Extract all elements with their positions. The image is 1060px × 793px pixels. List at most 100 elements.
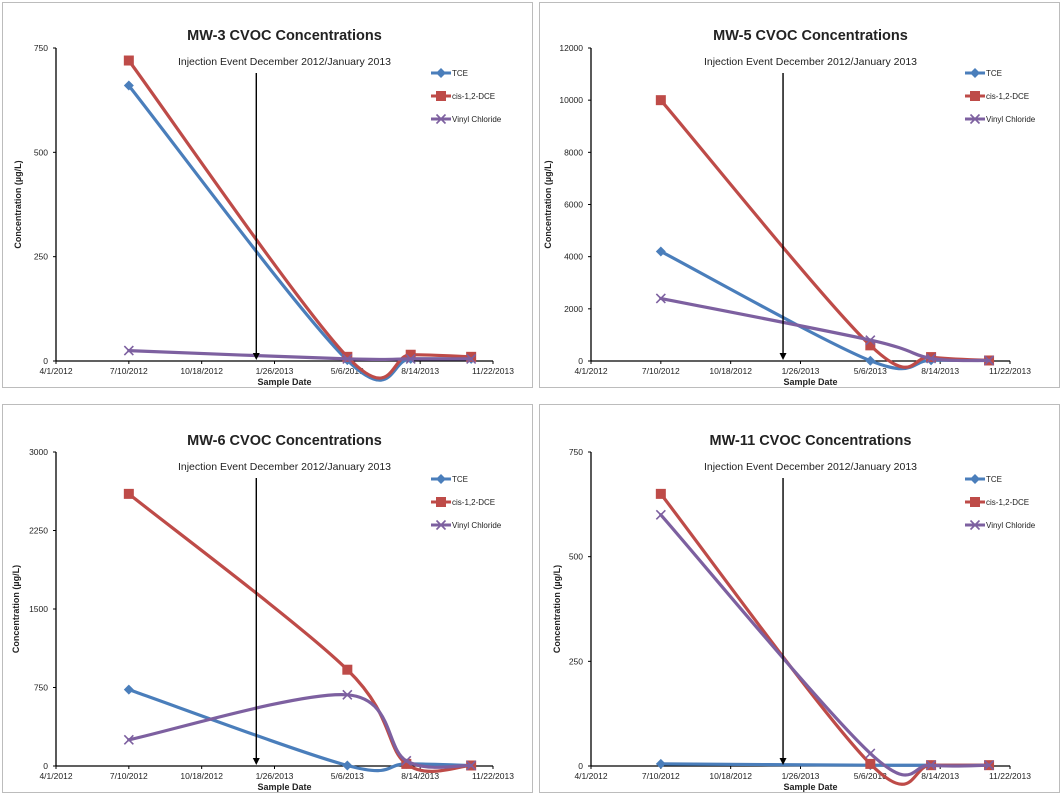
series-vinyl-chloride (655, 293, 995, 366)
y-tick-label: 250 (34, 252, 48, 262)
legend-label: TCE (452, 475, 468, 484)
data-point (865, 758, 876, 769)
data-point (466, 760, 477, 771)
y-tick-label: 10000 (559, 95, 583, 105)
data-point (926, 353, 937, 364)
data-point (123, 488, 134, 499)
data-point (655, 509, 666, 520)
series-cis-1-2-dce (655, 95, 995, 369)
chart-title: MW-3 CVOC Concentrations (187, 28, 382, 44)
series-line (127, 349, 473, 362)
legend: TCE cis-1,2-DCE Vinyl Chloride (965, 474, 1036, 531)
legend-label: cis-1,2-DCE (986, 498, 1029, 507)
x-tick-label: 8/14/2013 (921, 771, 959, 781)
x-tick-label: 4/1/2012 (39, 366, 72, 376)
y-tick-label: 8000 (564, 147, 583, 157)
arrow-head-icon (252, 353, 260, 360)
legend-label: cis-1,2-DCE (452, 92, 495, 101)
x-tick-label: 1/26/2013 (782, 366, 820, 376)
series-line (659, 249, 991, 371)
y-tick-label: 500 (569, 552, 583, 562)
series-cis-1-2-dce (655, 488, 995, 786)
legend-label: Vinyl Chloride (452, 521, 502, 530)
x-tick-label: 10/18/2012 (180, 366, 223, 376)
data-point (342, 351, 353, 362)
x-tick-label: 1/26/2013 (256, 366, 294, 376)
y-tick-label: 4000 (564, 252, 583, 262)
x-tick-label: 11/22/2013 (472, 366, 514, 376)
legend: TCE cis-1,2-DCE Vinyl Chloride (965, 68, 1036, 125)
x-tick-label: 5/6/2013 (854, 366, 887, 376)
x-tick-label: 8/14/2013 (401, 771, 439, 781)
data-point (123, 80, 134, 91)
y-tick-label: 0 (43, 761, 48, 771)
legend-marker-icon (436, 68, 446, 78)
series-line (127, 492, 473, 773)
x-tick-label: 7/10/2012 (110, 366, 148, 376)
y-axis-label: Concentration (µg/L) (13, 160, 23, 248)
series-cis-1-2-dce (123, 55, 477, 380)
data-point (926, 760, 937, 771)
chart-svg: MW-6 CVOC Concentrations 0 750 1500 2250 3000… (11, 433, 514, 792)
x-tick-label: 11/22/2013 (989, 366, 1031, 376)
y-tick-label: 0 (578, 761, 583, 771)
x-tick-label: 4/1/2012 (39, 771, 72, 781)
y-tick-label: 3000 (29, 447, 48, 457)
y-tick-label: 2000 (564, 304, 583, 314)
legend-marker-icon (436, 474, 446, 484)
legend: TCE cis-1,2-DCE Vinyl Chloride (431, 474, 502, 531)
series-line (127, 58, 473, 380)
x-tick-label: 4/1/2012 (574, 366, 607, 376)
chart-title: MW-11 CVOC Concentrations (710, 433, 912, 449)
data-point (655, 758, 666, 769)
y-tick-label: 750 (34, 43, 48, 53)
legend-marker-icon (969, 113, 981, 125)
data-point (983, 760, 995, 771)
data-point (983, 355, 995, 366)
chart-panel-mw-11: MW-11 CVOC Concentrations 0 250 500 750 4/1/2… (539, 404, 1060, 793)
legend-label: cis-1,2-DCE (452, 498, 495, 507)
x-tick-label: 8/14/2013 (921, 366, 959, 376)
data-point (123, 345, 134, 356)
chart-svg: MW-5 CVOC Concentrations 0 2000 4000 6000 800… (543, 28, 1036, 387)
y-tick-label: 0 (43, 356, 48, 366)
data-point (655, 246, 666, 257)
x-tick-label: 10/18/2012 (180, 771, 223, 781)
x-tick-label: 10/18/2012 (709, 771, 752, 781)
y-tick-label: 250 (569, 656, 583, 666)
arrow-head-icon (779, 758, 787, 765)
x-tick-label: 7/10/2012 (642, 771, 680, 781)
series-line (659, 98, 991, 369)
data-point (865, 748, 876, 759)
x-tick-label: 11/22/2013 (472, 771, 514, 781)
series-line (659, 296, 991, 363)
series-line (127, 688, 473, 773)
series-vinyl-chloride (655, 509, 995, 777)
legend-label: Vinyl Chloride (452, 115, 502, 124)
data-point (466, 353, 477, 364)
data-point (401, 755, 412, 766)
x-tick-label: 7/10/2012 (110, 771, 148, 781)
data-point (123, 684, 134, 695)
legend: TCE cis-1,2-DCE Vinyl Chloride (431, 68, 502, 125)
legend-marker-icon (435, 113, 447, 125)
y-axis-label: Concentration (µg/L) (11, 565, 21, 653)
legend-label: TCE (452, 69, 468, 78)
y-tick-label: 750 (569, 447, 583, 457)
y-tick-label: 6000 (564, 200, 583, 210)
x-tick-label: 11/22/2013 (989, 771, 1031, 781)
data-point (342, 353, 353, 364)
y-tick-label: 0 (578, 356, 583, 366)
x-tick-label: 4/1/2012 (574, 771, 607, 781)
data-point (405, 353, 416, 364)
legend-label: Vinyl Chloride (986, 115, 1036, 124)
y-tick-label: 12000 (559, 43, 583, 53)
data-point (865, 355, 876, 366)
data-point (865, 335, 876, 346)
legend-marker-icon (436, 497, 446, 507)
series-vinyl-chloride (123, 345, 477, 364)
data-point (655, 488, 666, 499)
y-axis-label: Concentration (µg/L) (543, 160, 553, 248)
y-tick-label: 500 (34, 147, 48, 157)
data-point (655, 293, 666, 304)
